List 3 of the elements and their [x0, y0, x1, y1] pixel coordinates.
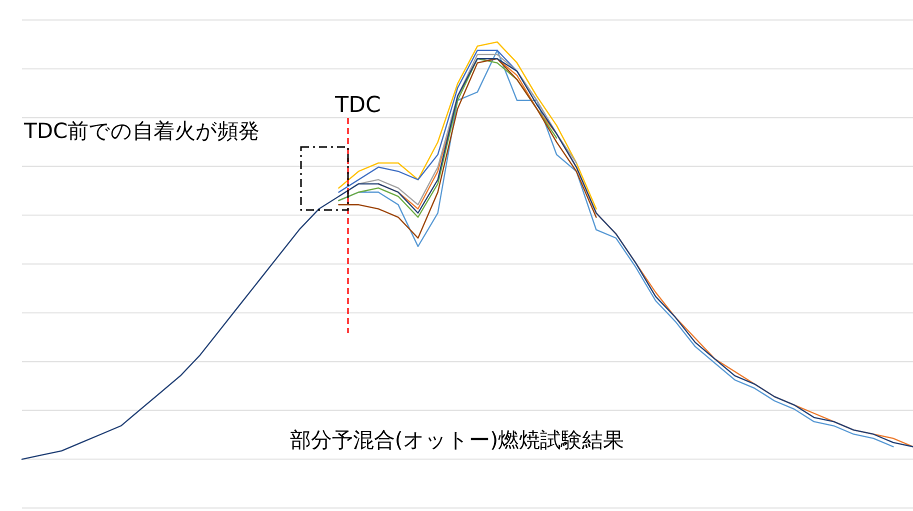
annotation: TDC — [334, 93, 381, 118]
annotation: 部分予混合(オットー)燃焼試験結果 — [290, 428, 624, 452]
annotation: TDC前での自着火が頻発 — [23, 119, 260, 143]
